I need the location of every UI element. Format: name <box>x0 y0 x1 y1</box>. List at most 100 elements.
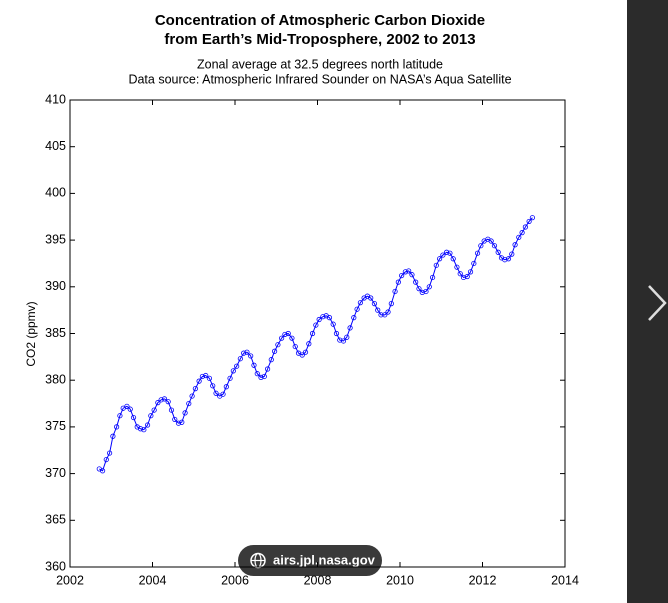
data-point <box>254 371 260 377</box>
data-point <box>330 321 336 327</box>
data-point <box>474 250 481 256</box>
data-point <box>419 289 425 296</box>
image-area <box>0 0 627 603</box>
data-point <box>467 269 474 275</box>
data-point <box>99 468 106 474</box>
subtitle-line: Data source: Atmospheric Infrared Sounde… <box>128 72 511 86</box>
x-tick-label: 2004 <box>139 573 167 587</box>
data-point <box>168 407 175 413</box>
data-point <box>413 279 419 285</box>
data-point <box>158 397 164 403</box>
data-point <box>464 273 470 280</box>
x-tick-label: 2014 <box>551 573 579 587</box>
data-point <box>333 330 340 337</box>
data-point <box>337 337 343 343</box>
data-point <box>313 322 319 328</box>
title-line: from Earth’s Mid-Troposphere, 2002 to 20… <box>164 31 475 48</box>
side-panel <box>627 0 668 603</box>
data-point <box>395 279 401 285</box>
y-tick-label: 370 <box>45 466 66 480</box>
data-point <box>251 362 257 368</box>
subtitle-line: Zonal average at 32.5 degrees north lati… <box>197 57 443 71</box>
data-point <box>357 300 363 306</box>
data-point <box>161 396 168 402</box>
data-point <box>196 378 202 384</box>
data-point <box>275 342 281 348</box>
data-point <box>248 353 254 359</box>
data-point <box>182 410 188 416</box>
y-tick-label: 375 <box>45 419 66 433</box>
data-point <box>137 426 144 432</box>
data-point <box>279 335 285 341</box>
data-point <box>299 352 305 358</box>
data-point <box>110 433 116 439</box>
data-point <box>179 419 185 425</box>
x-tick-label: 2002 <box>56 573 84 587</box>
data-point <box>268 357 274 363</box>
y-tick-label: 410 <box>45 92 66 106</box>
source-chip[interactable] <box>238 545 382 576</box>
data-point <box>457 271 463 277</box>
data-point <box>402 269 408 275</box>
data-point <box>227 375 233 381</box>
data-point <box>124 403 130 409</box>
data-point <box>220 391 226 397</box>
y-tick-label: 360 <box>45 559 66 573</box>
data-point <box>186 400 192 407</box>
data-point <box>371 301 378 307</box>
data-point <box>282 331 288 338</box>
data-point <box>436 256 443 262</box>
data-point <box>433 262 439 268</box>
y-tick-label: 400 <box>45 186 66 200</box>
data-point <box>450 256 456 262</box>
data-point <box>175 420 182 426</box>
data-point <box>429 274 436 281</box>
source-chip-label: airs.jpl.nasa.gov <box>273 552 376 567</box>
data-point <box>368 295 374 301</box>
data-point <box>103 456 109 463</box>
data-point <box>382 312 388 318</box>
data-point <box>326 315 333 321</box>
x-tick-label: 2008 <box>304 573 332 587</box>
data-point <box>309 330 316 337</box>
data-point <box>285 330 291 337</box>
data-point <box>354 306 360 312</box>
data-point <box>244 349 250 355</box>
data-point <box>264 366 271 372</box>
data-point <box>302 349 309 355</box>
data-point <box>127 406 133 412</box>
data-point <box>516 234 522 240</box>
data-point <box>117 413 123 419</box>
data-point <box>351 315 357 321</box>
data-point <box>230 368 236 374</box>
data-point <box>512 242 518 248</box>
data-point <box>488 238 494 244</box>
data-point <box>378 312 384 318</box>
data-point <box>320 314 326 320</box>
data-point <box>155 400 161 406</box>
data-point <box>460 274 467 281</box>
data-point <box>148 413 154 419</box>
data-point <box>478 243 484 249</box>
data-point <box>392 288 398 295</box>
data-point <box>426 284 432 290</box>
data-point <box>271 348 278 354</box>
data-point <box>416 286 422 292</box>
data-point <box>529 215 536 221</box>
data-point <box>189 393 195 399</box>
data-point <box>192 386 198 392</box>
data-point <box>241 350 247 356</box>
y-tick-label: 395 <box>45 232 66 246</box>
data-point <box>237 356 243 362</box>
y-axis-label: CO2 (ppmv) <box>24 301 38 366</box>
data-point <box>144 422 151 428</box>
data-point <box>199 373 206 380</box>
data-point <box>502 257 508 263</box>
x-tick-label: 2010 <box>386 573 414 587</box>
next-arrow[interactable] <box>648 285 667 321</box>
data-point <box>526 218 532 225</box>
data-point <box>234 363 240 369</box>
y-tick-label: 390 <box>45 279 66 293</box>
